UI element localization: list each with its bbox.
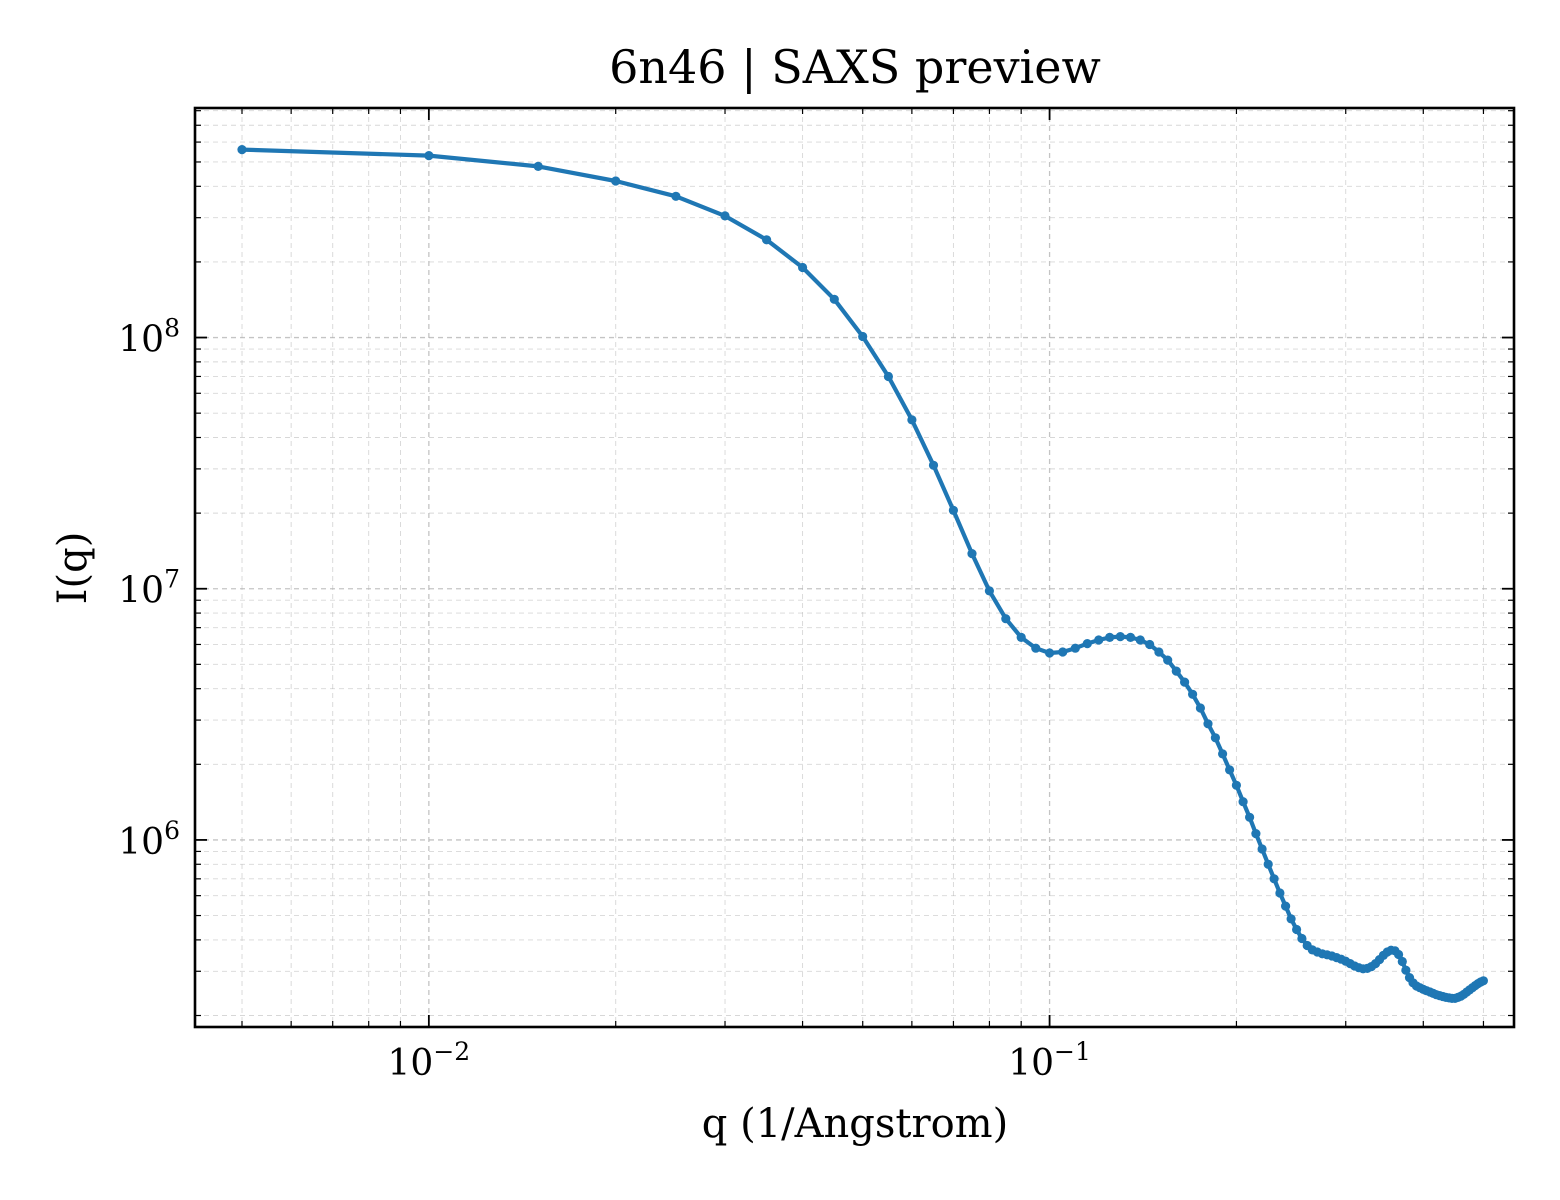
y-tick-label: 107	[118, 565, 180, 612]
data-point	[1251, 829, 1261, 839]
data-point	[1094, 635, 1104, 645]
data-point	[1238, 797, 1248, 807]
x-axis-label: q (1/Angstrom)	[702, 1101, 1008, 1147]
data-point	[1016, 632, 1026, 643]
data-point	[858, 331, 868, 342]
data-point	[1180, 677, 1190, 687]
x-tick-label: 10−2	[388, 1037, 471, 1084]
data-point	[1286, 914, 1296, 924]
data-point	[237, 145, 247, 155]
data-point	[1394, 949, 1404, 960]
plot-frame	[193, 106, 1516, 1029]
data-point	[1070, 643, 1080, 653]
data-point	[1401, 965, 1411, 975]
data-point	[1269, 874, 1279, 884]
y-tick-label: 108	[118, 314, 180, 361]
data-point	[1257, 844, 1267, 854]
data-point	[1001, 614, 1011, 624]
data-point	[798, 262, 808, 273]
data-point	[1058, 647, 1068, 657]
ticks: 10−2 10−1 106 107 108	[118, 108, 1514, 1084]
data-point	[1275, 888, 1285, 898]
data-point	[1225, 765, 1235, 775]
data-point	[1031, 643, 1041, 653]
data-point	[1171, 666, 1181, 676]
data-point	[928, 460, 939, 470]
data-point	[611, 176, 621, 186]
data-point	[1163, 655, 1173, 665]
data-point	[1082, 639, 1092, 649]
data-point	[533, 161, 543, 171]
data-point	[967, 549, 977, 559]
data-point	[1045, 648, 1055, 658]
series-group	[237, 145, 1488, 1004]
data-point	[1218, 749, 1228, 759]
data-point	[984, 586, 995, 596]
x-tick-label: 10−1	[1008, 1037, 1091, 1084]
data-point	[829, 294, 839, 304]
y-axis-label: I(q)	[50, 532, 96, 605]
data-point	[948, 505, 959, 515]
data-point	[1135, 635, 1145, 645]
chart-title: 6n46 | SAXS preview	[609, 40, 1101, 94]
data-point	[720, 211, 730, 221]
grid	[195, 108, 1514, 1027]
data-point	[1478, 976, 1488, 986]
data-point	[1195, 703, 1205, 713]
y-tick-label: 106	[118, 816, 180, 863]
data-point	[762, 235, 772, 245]
data-point	[1297, 933, 1307, 944]
data-point	[1397, 956, 1407, 967]
data-point	[1154, 647, 1164, 657]
data-point	[1231, 780, 1241, 790]
data-point	[1125, 632, 1136, 643]
data-point	[1203, 719, 1213, 729]
data-point	[1188, 689, 1198, 699]
data-point	[1292, 924, 1302, 935]
data-point	[1105, 632, 1115, 643]
data-point	[1263, 859, 1273, 869]
data-point	[1245, 812, 1255, 822]
data-point	[671, 191, 681, 201]
data-point	[1145, 639, 1155, 650]
data-point	[883, 371, 894, 382]
data-point	[1115, 632, 1125, 642]
data-point	[424, 151, 434, 161]
data-point	[1210, 733, 1220, 743]
data-point	[907, 415, 917, 425]
data-point	[1281, 901, 1291, 911]
